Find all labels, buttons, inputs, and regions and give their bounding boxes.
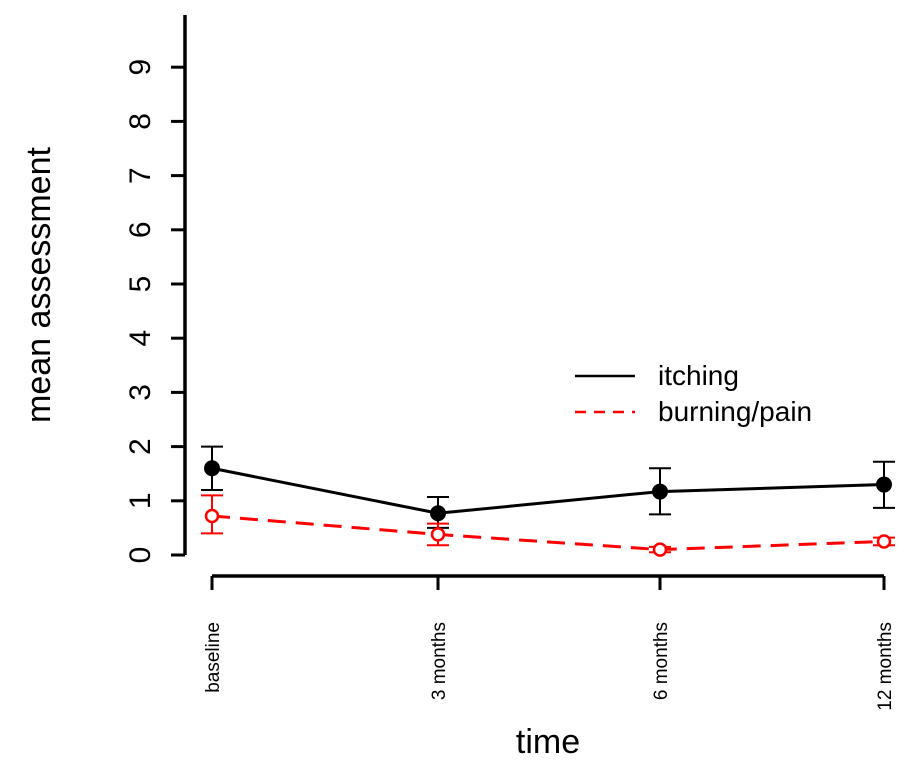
y-tick-label: 1	[124, 492, 157, 509]
x-tick-label: 6 months	[651, 622, 672, 700]
series-line	[211, 514, 885, 552]
y-tick-label: 6	[124, 221, 157, 238]
x-axis-title: time	[516, 723, 580, 760]
y-tick-label: 9	[124, 59, 157, 76]
series-layer	[201, 445, 895, 557]
data-point	[430, 527, 446, 542]
y-tick-label: 0	[124, 547, 157, 564]
y-tick-label: 2	[124, 438, 157, 455]
data-point	[652, 542, 668, 557]
x-tick-label: 12 months	[875, 622, 896, 711]
legend-label-burning-pain: burning/pain	[658, 396, 812, 427]
legend: itching burning/pain	[575, 360, 812, 427]
y-tick-label: 8	[124, 113, 157, 130]
series-line	[211, 466, 885, 515]
x-axis: baseline 3 months 6 months 12 months	[203, 574, 896, 711]
series-itching	[201, 445, 895, 529]
data-point	[430, 505, 446, 522]
y-axis: 0 1 2 3 4 5 6 7 8 9	[124, 15, 187, 564]
data-point	[204, 508, 220, 524]
y-tick-label: 7	[124, 167, 157, 184]
y-tick-label: 4	[124, 330, 157, 347]
y-axis-title: mean assessment	[20, 146, 58, 422]
legend-label-itching: itching	[658, 360, 739, 391]
data-point	[876, 476, 892, 493]
data-point	[876, 534, 892, 549]
data-point	[204, 460, 220, 477]
data-point	[652, 483, 668, 500]
x-tick-label: baseline	[203, 622, 224, 693]
x-tick-label: 3 months	[429, 622, 450, 700]
y-tick-label: 3	[124, 384, 157, 401]
y-tick-label: 5	[124, 276, 157, 293]
series-burning-pain	[201, 494, 895, 557]
